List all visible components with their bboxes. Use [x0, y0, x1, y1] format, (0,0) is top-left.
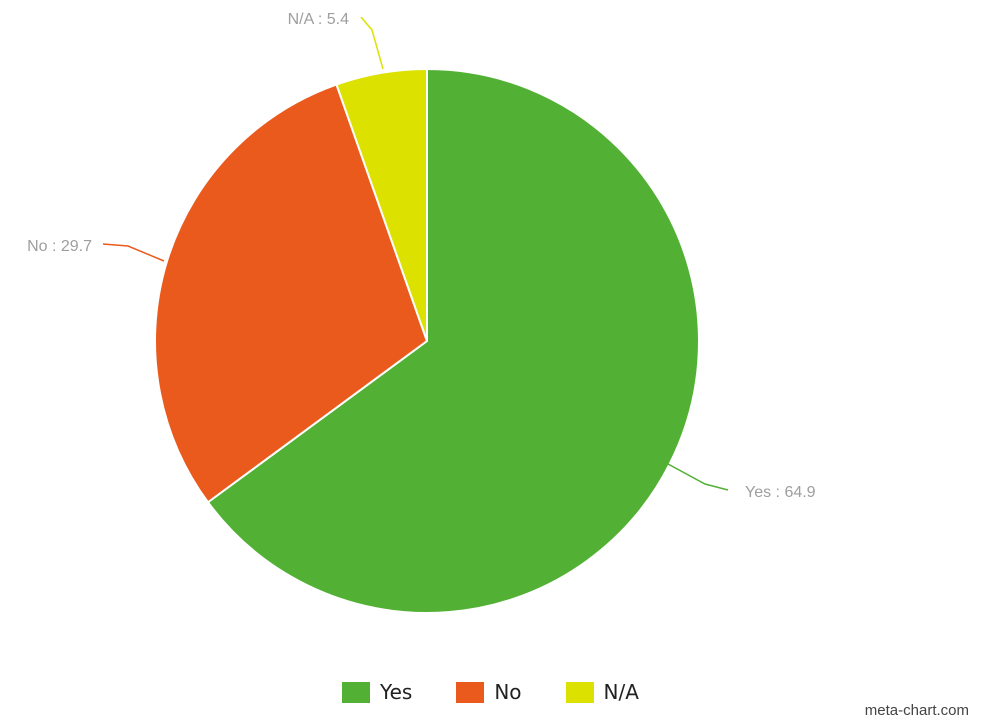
legend: Yes No N/A — [0, 680, 981, 704]
legend-swatch-yes — [342, 681, 371, 703]
legend-item-no[interactable]: No — [456, 680, 522, 704]
pie-slice-na[interactable] — [335, 67, 428, 342]
legend-item-na[interactable]: N/A — [565, 680, 639, 704]
legend-swatch-na — [565, 681, 594, 703]
leader-line-yes — [667, 463, 729, 491]
data-label-no: No : 29.7 — [27, 238, 92, 255]
pie-slice-no[interactable] — [154, 83, 429, 504]
data-label-yes: Yes : 64.9 — [745, 484, 816, 501]
legend-label-no: No — [494, 680, 522, 704]
data-label-na: N/A : 5.4 — [288, 11, 349, 28]
pie-slice-yes[interactable] — [206, 67, 700, 614]
legend-item-yes[interactable]: Yes — [342, 680, 412, 704]
credit-link[interactable]: meta-chart.com — [864, 702, 969, 719]
legend-swatch-no — [456, 681, 485, 703]
legend-label-na: N/A — [603, 680, 639, 704]
leader-line-na — [360, 16, 384, 70]
pie-chart: Yes : 64.9 No : 29.7 N/A : 5.4 — [27, 11, 816, 614]
legend-label-yes: Yes — [380, 680, 413, 704]
leader-line-no — [102, 243, 165, 262]
